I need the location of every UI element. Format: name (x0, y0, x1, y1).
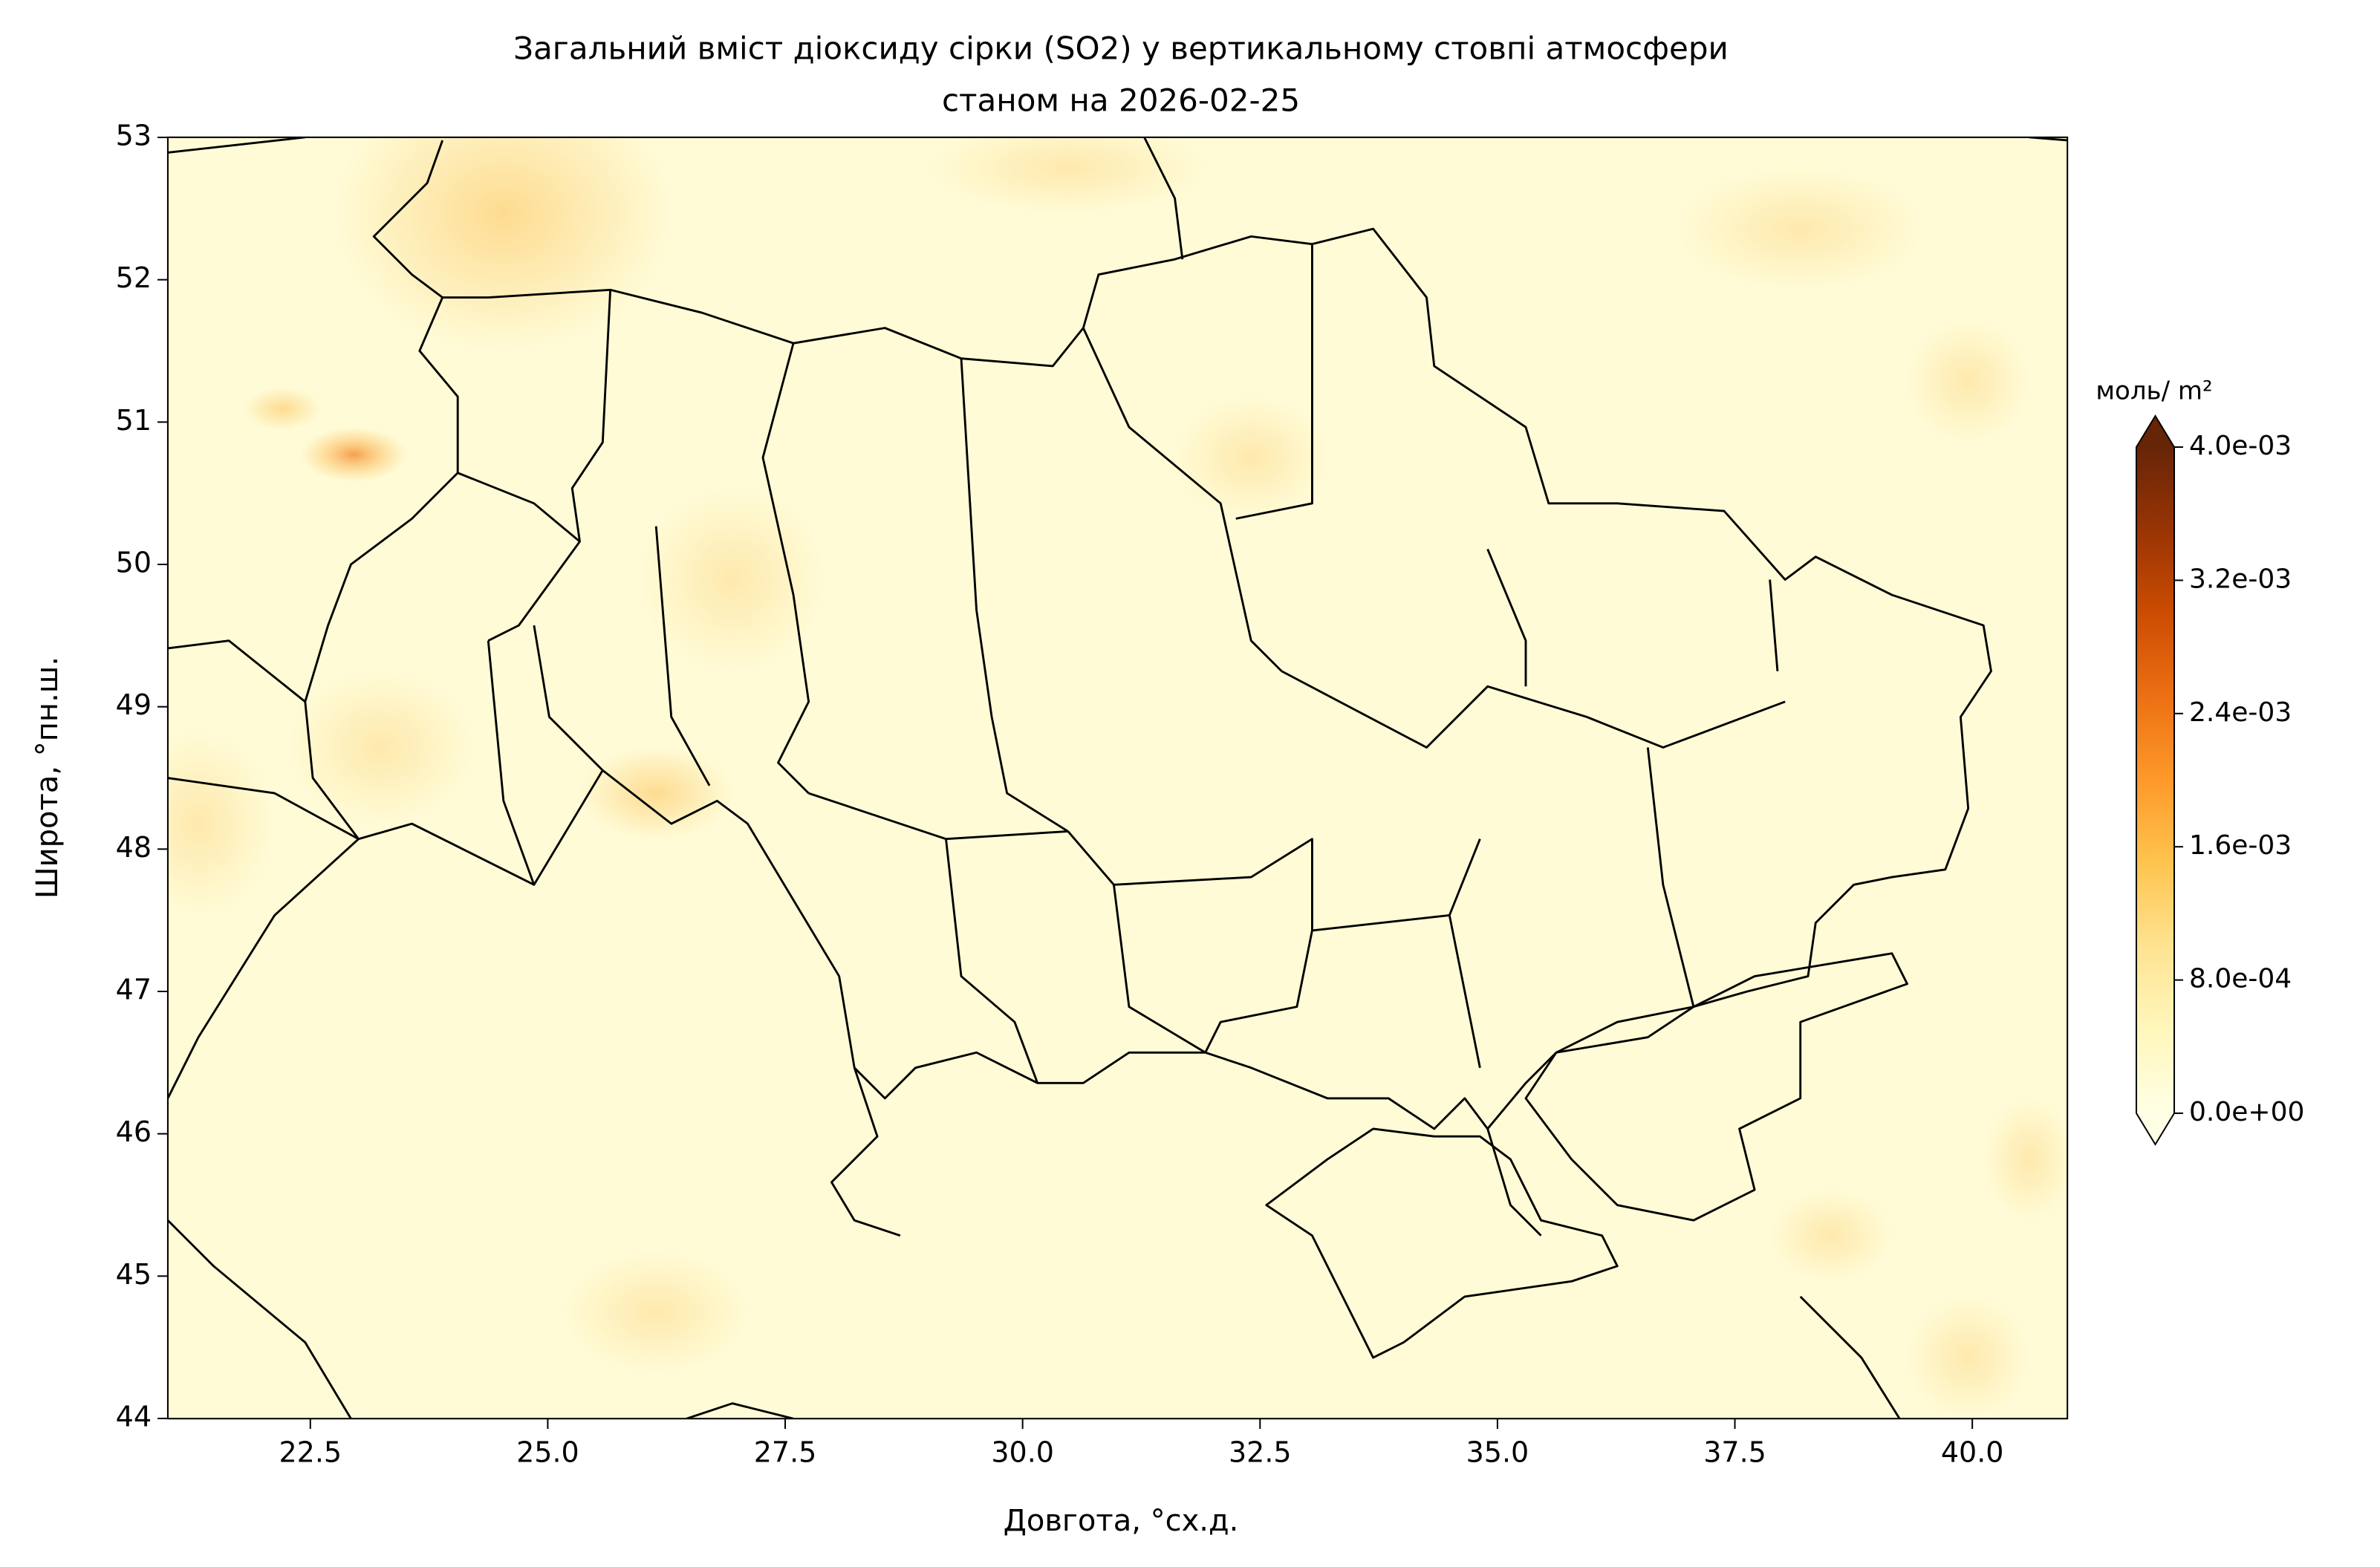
so2-field (167, 137, 2068, 1419)
x-tick-label: 25.0 (516, 1436, 579, 1469)
colorbar-tick-label: 8.0e-04 (2189, 964, 2292, 994)
x-tick-label: 35.0 (1466, 1436, 1529, 1469)
colorbar-tick-label: 3.2e-03 (2189, 564, 2292, 594)
x-tick-label: 22.5 (279, 1436, 342, 1469)
y-axis-label: Широта, °пн.ш. (30, 657, 65, 899)
colorbar-tick-label: 2.4e-03 (2189, 697, 2292, 728)
y-tick-label: 52 (116, 261, 152, 294)
y-tick-label: 47 (116, 974, 152, 1006)
y-tick-label: 44 (116, 1401, 152, 1433)
plot-frame (166, 136, 2069, 1420)
borders (167, 137, 2068, 1419)
x-tick-label: 30.0 (991, 1436, 1054, 1469)
background-field (167, 137, 2068, 1419)
y-tick-label: 50 (116, 547, 152, 579)
x-tick-label: 27.5 (754, 1436, 817, 1469)
map (166, 136, 2069, 1420)
colorbar-extend-max (2136, 416, 2174, 447)
x-tick-label: 40.0 (1941, 1436, 2004, 1469)
colorbar-label: моль/ m² (2095, 377, 2212, 406)
y-tick-label: 45 (116, 1258, 152, 1291)
colorbar-tick-label: 4.0e-03 (2189, 431, 2292, 461)
colorbar (2136, 447, 2174, 1113)
colorbar-tick-label: 1.6e-03 (2189, 830, 2292, 861)
y-tick-label: 48 (116, 831, 152, 864)
chart-title: Загальний вміст діоксиду сірки (SO2) у в… (513, 30, 1729, 67)
x-tick-label: 37.5 (1703, 1436, 1766, 1469)
y-tick-label: 51 (116, 404, 152, 437)
x-tick-label: 32.5 (1229, 1436, 1292, 1469)
x-axis-label: Довгота, °сх.д. (1004, 1504, 1239, 1538)
y-tick-label: 49 (116, 688, 152, 721)
colorbar-tick-label: 0.0e+00 (2189, 1097, 2304, 1127)
chart-subtitle: станом на 2026-02-25 (942, 82, 1300, 119)
colorbar-extend-min (2136, 1113, 2174, 1144)
y-tick-label: 46 (116, 1115, 152, 1148)
y-tick-label: 53 (116, 120, 152, 152)
